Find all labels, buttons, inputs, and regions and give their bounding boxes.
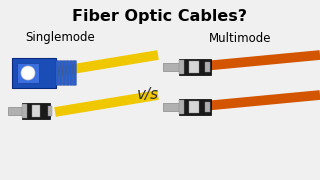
- Bar: [179, 99, 211, 115]
- FancyBboxPatch shape: [59, 61, 62, 85]
- Bar: [48, 106, 52, 116]
- Bar: [22, 104, 27, 118]
- Bar: [189, 101, 199, 113]
- Bar: [179, 60, 184, 74]
- Bar: [205, 62, 210, 72]
- Text: Multimode: Multimode: [209, 31, 271, 44]
- Bar: [163, 103, 181, 111]
- FancyBboxPatch shape: [70, 61, 73, 85]
- Bar: [179, 100, 184, 114]
- Text: Singlemode: Singlemode: [25, 31, 95, 44]
- Circle shape: [21, 66, 35, 80]
- Bar: [12, 58, 56, 88]
- Bar: [32, 105, 40, 117]
- FancyBboxPatch shape: [56, 61, 59, 85]
- FancyBboxPatch shape: [66, 61, 69, 85]
- Bar: [163, 63, 181, 71]
- FancyBboxPatch shape: [73, 61, 76, 85]
- Bar: [189, 61, 199, 73]
- Bar: [8, 107, 26, 115]
- Bar: [17, 63, 39, 83]
- FancyBboxPatch shape: [63, 61, 66, 85]
- Bar: [179, 59, 211, 75]
- Bar: [22, 103, 50, 119]
- Bar: [205, 102, 210, 112]
- Text: v/s: v/s: [137, 87, 159, 102]
- Text: Fiber Optic Cables?: Fiber Optic Cables?: [73, 8, 247, 24]
